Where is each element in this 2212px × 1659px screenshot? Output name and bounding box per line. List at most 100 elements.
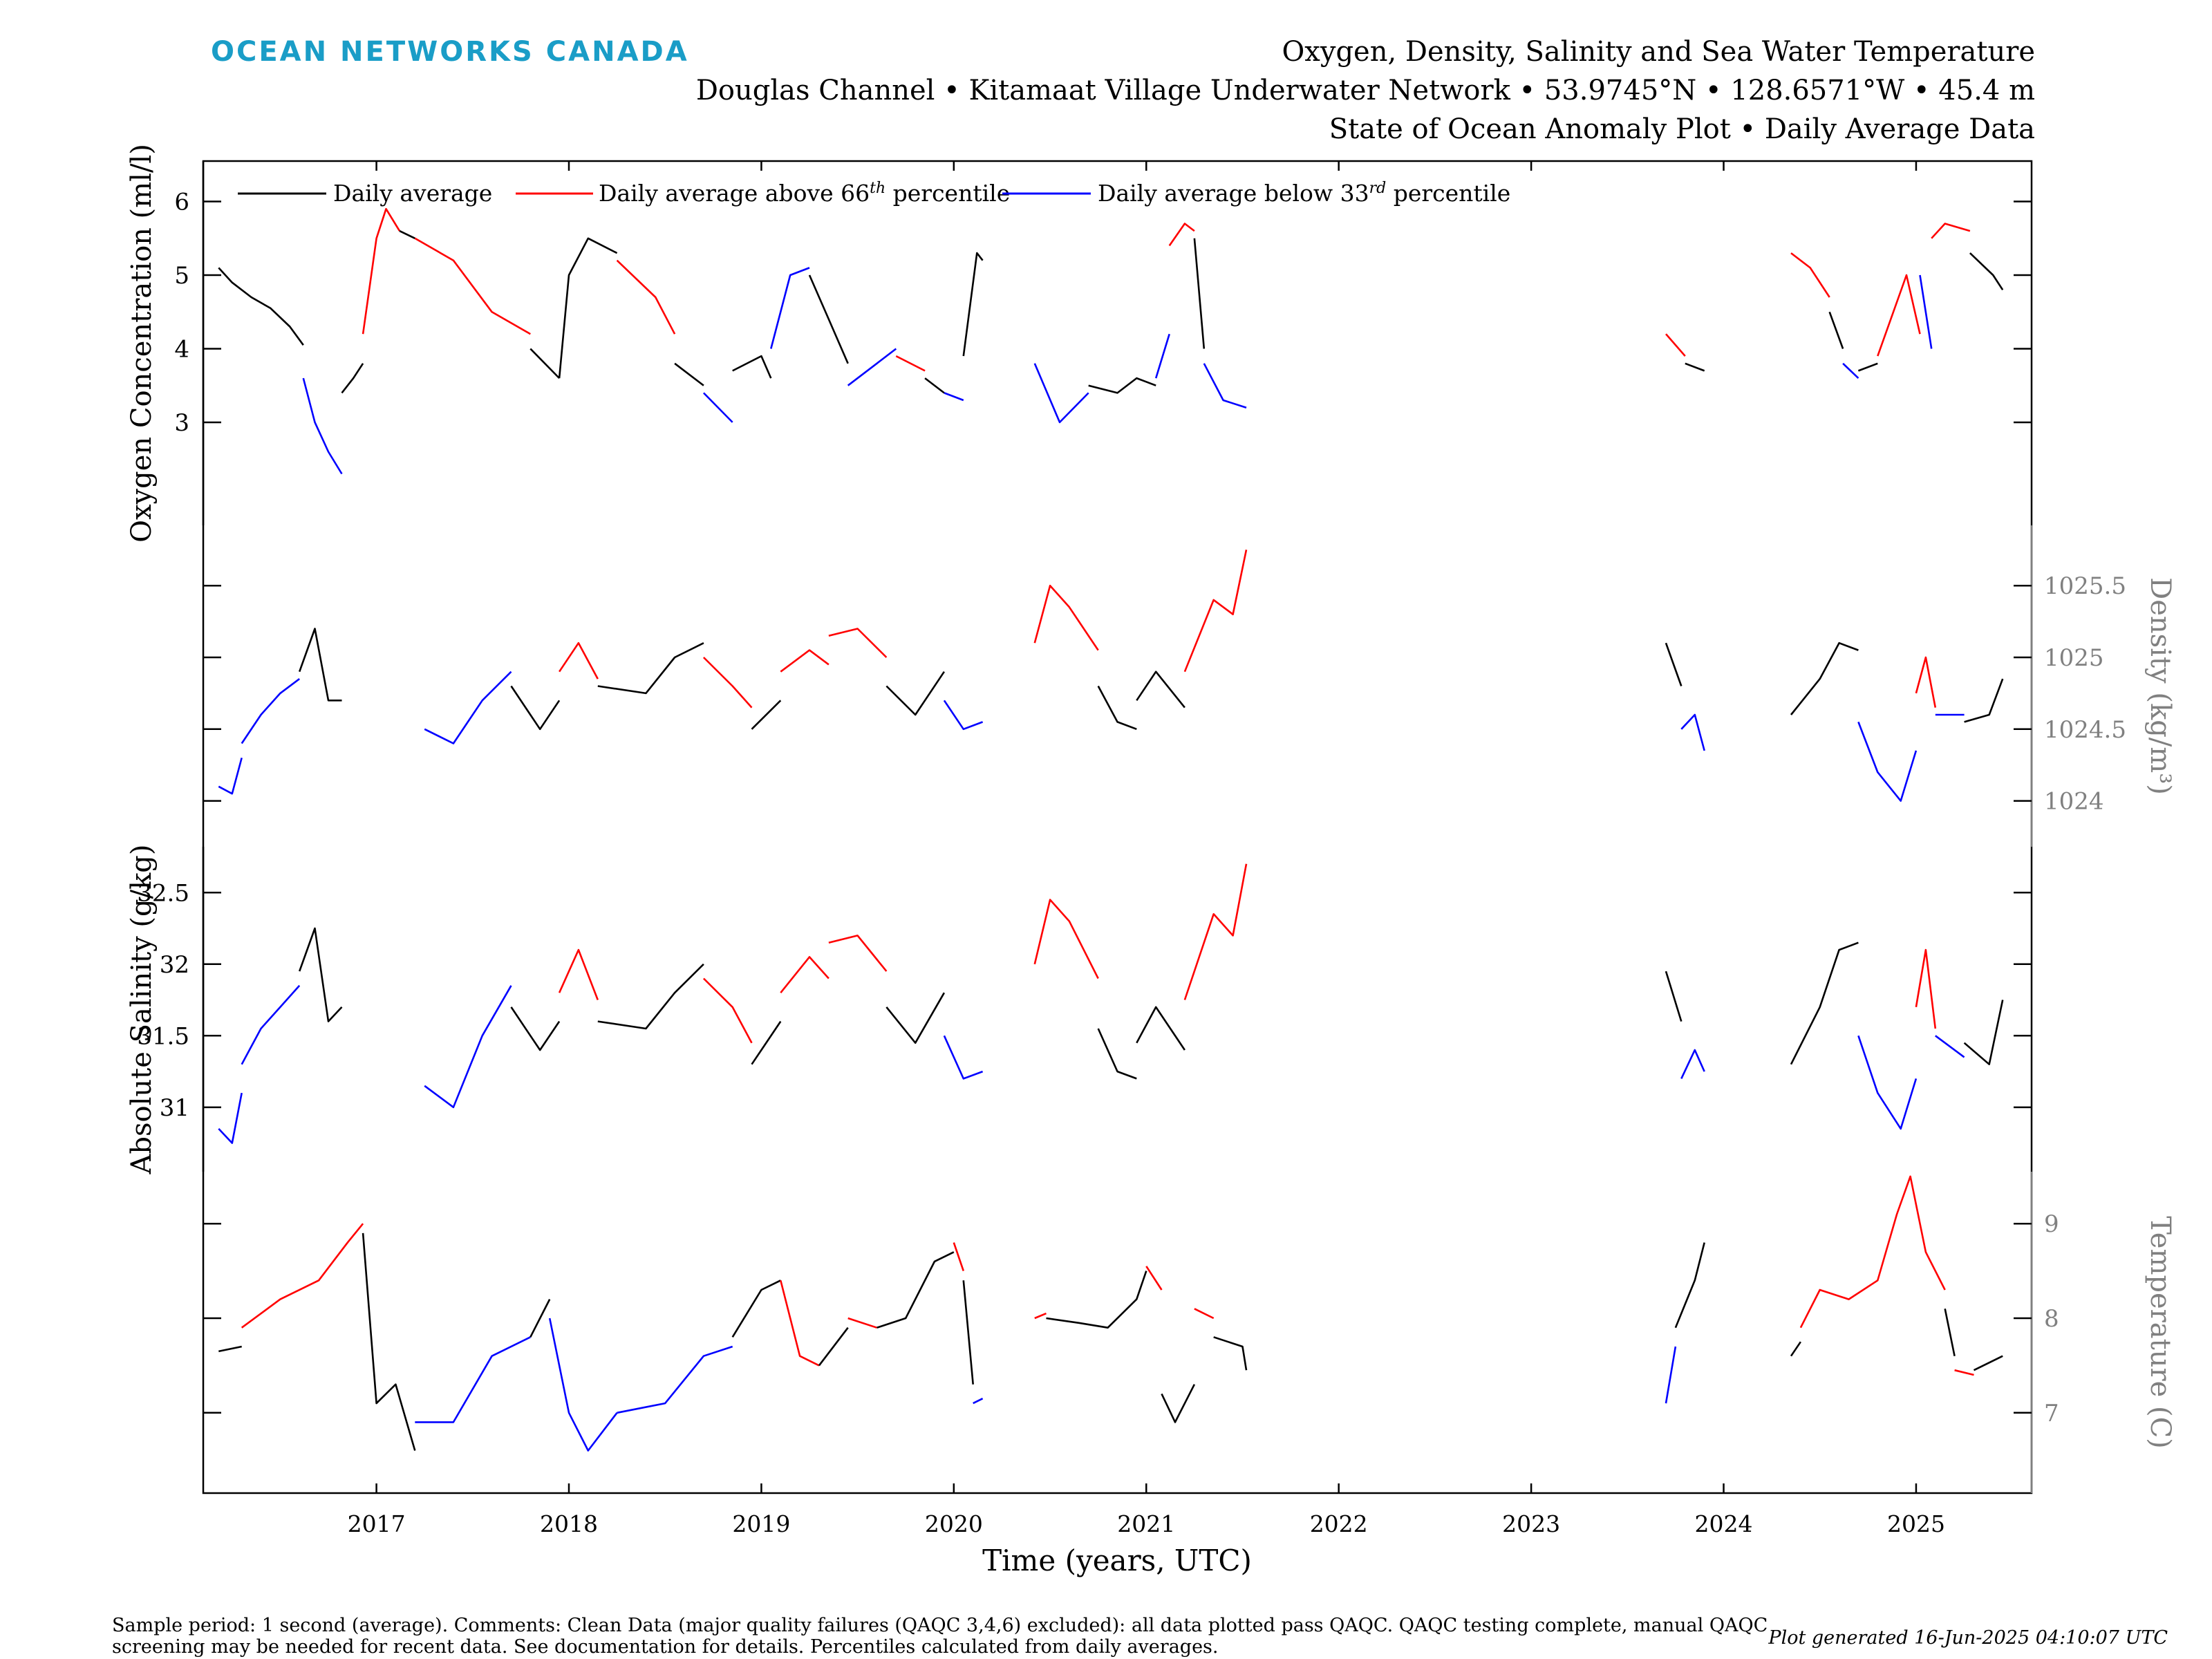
oxygen-series-daily	[218, 267, 304, 346]
oxygen-series-below	[702, 392, 733, 423]
temperature-series-below	[415, 1336, 531, 1423]
temperature-series-above	[1799, 1175, 1946, 1329]
legend-above-text: Daily average above 66	[599, 180, 870, 207]
temperature-y-tick-label: 8	[2044, 1305, 2059, 1333]
legend-below-text: Daily average below 33	[1098, 180, 1369, 207]
salinity-series-above	[702, 977, 753, 1044]
salinity-series-below	[1857, 1035, 1918, 1130]
legend-below-sup: rd	[1369, 180, 1387, 197]
temperature-series-above	[1954, 1369, 1974, 1376]
salinity-series-below	[1680, 1049, 1705, 1079]
density-series-above	[1033, 584, 1099, 651]
oxygen-series-above	[895, 355, 926, 372]
salinity-series-daily	[751, 1020, 782, 1065]
salinity-series-above	[828, 935, 888, 972]
density-series-above	[559, 641, 599, 679]
salinity-series-daily	[1665, 971, 1683, 1022]
temperature-series-daily	[818, 1327, 849, 1367]
x-tick-label: 2020	[925, 1510, 983, 1537]
oxygen-series-daily	[341, 363, 364, 394]
salinity-series-daily	[1790, 941, 1859, 1065]
density-y-tick-label: 1024	[2044, 788, 2104, 816]
density-series-above	[1183, 550, 1248, 673]
density-series-daily	[751, 700, 782, 730]
legend-below-suffix: percentile	[1386, 180, 1510, 207]
temperature-series-above	[241, 1223, 364, 1329]
oxygen-y-tick-label: 4	[174, 335, 189, 363]
legend-label-below: Daily average below 33rd percentile	[1098, 180, 1510, 207]
salinity-series-daily	[885, 992, 946, 1044]
oxygen-series-daily	[558, 237, 618, 379]
temperature-series-below	[1665, 1346, 1677, 1404]
temperature-series-below	[617, 1345, 733, 1414]
ocean-networks-canada-logo: OCEAN NETWORKS CANADA	[211, 36, 689, 68]
salinity-series-below	[943, 1035, 984, 1080]
oxygen-series-below	[1033, 363, 1089, 424]
temperature-series-daily	[962, 1280, 974, 1385]
density-series-daily	[1136, 671, 1185, 709]
oxygen-series-daily	[1193, 238, 1206, 349]
temperature-series-daily	[1161, 1384, 1196, 1423]
salinity-series-daily	[1963, 1000, 2004, 1065]
temperature-series-daily	[1213, 1336, 1248, 1371]
chart-subtitle-plot-type: State of Ocean Anomaly Plot • Daily Aver…	[1329, 113, 2035, 145]
axis-layer: 2017 2018 2019 2020 2021 2022 2023 2024 2025 3 4 5 6…	[126, 144, 2176, 1537]
oxygen-y-tick-label: 3	[174, 409, 189, 437]
salinity-series-above	[1183, 863, 1248, 1000]
temperature-series-daily	[731, 1280, 781, 1338]
oxygen-series-below	[847, 348, 897, 386]
salinity-series-below	[241, 984, 301, 1065]
panel-temperature	[218, 1175, 2003, 1452]
footer-comments: Sample period: 1 second (average). Comme…	[112, 1615, 1768, 1658]
plot-generated-timestamp: Plot generated 16-Jun-2025 04:10:07 UTC	[1768, 1627, 2168, 1649]
x-axis-label: Time (years, UTC)	[982, 1544, 1252, 1577]
density-y-tick-label: 1025	[2044, 644, 2104, 672]
salinity-series-above	[558, 948, 599, 1000]
density-series-below	[241, 678, 300, 744]
salinity-y-tick-label: 31	[160, 1094, 189, 1122]
density-series-daily	[510, 685, 561, 731]
density-series-below	[218, 757, 243, 795]
temperature-series-daily	[1674, 1242, 1705, 1329]
density-series-daily	[298, 628, 342, 702]
oxygen-y-tick-label: 5	[174, 262, 189, 290]
density-series-below	[943, 700, 984, 731]
x-tick-label: 2018	[540, 1510, 598, 1537]
legend-label-above: Daily average above 66th percentile	[599, 180, 1010, 207]
density-series-daily	[1790, 641, 1859, 715]
temperature-y-axis-label: Temperature (C)	[2144, 1216, 2176, 1449]
oxygen-series-below	[1842, 362, 1859, 379]
oxygen-series-below	[302, 377, 343, 475]
salinity-series-below	[218, 1092, 243, 1144]
salinity-series-daily	[510, 1006, 561, 1051]
temperature-y-tick-label: 7	[2044, 1400, 2059, 1427]
temperature-series-above	[953, 1242, 965, 1272]
salinity-series-above	[1033, 899, 1099, 980]
temperature-series-above	[1145, 1266, 1163, 1291]
density-series-above	[780, 649, 830, 673]
temperature-series-daily	[877, 1251, 955, 1329]
temperature-y-tick-label: 9	[2044, 1210, 2059, 1238]
density-series-below	[1857, 721, 1918, 802]
density-y-tick-label: 1024.5	[2044, 716, 2126, 744]
panel-salinity	[218, 863, 2004, 1144]
salinity-series-daily	[298, 927, 343, 1022]
oxygen-y-axis-label: Oxygen Concentration (ml/l)	[126, 144, 158, 543]
density-y-tick-label: 1025.5	[2044, 572, 2126, 600]
oxygen-series-above	[1790, 252, 1830, 298]
oxygen-series-below	[1154, 333, 1170, 379]
temperature-series-above	[847, 1317, 877, 1329]
oxygen-series-above	[414, 237, 531, 335]
chart-subtitle-location: Douglas Channel • Kitamaat Village Under…	[695, 75, 2035, 106]
salinity-series-daily	[1136, 1006, 1185, 1051]
oxygen-series-above	[1168, 223, 1195, 247]
x-tick-label: 2021	[1117, 1510, 1175, 1537]
oxygen-series-below	[944, 392, 964, 402]
salinity-y-tick-label: 31.5	[137, 1022, 189, 1050]
salinity-series-daily	[597, 963, 704, 1030]
oxygen-series-above	[616, 259, 676, 335]
density-series-above	[1915, 656, 1937, 708]
salinity-y-tick-label: 32	[160, 951, 189, 979]
chart-title: Oxygen, Density, Salinity and Sea Water …	[1282, 36, 2036, 68]
